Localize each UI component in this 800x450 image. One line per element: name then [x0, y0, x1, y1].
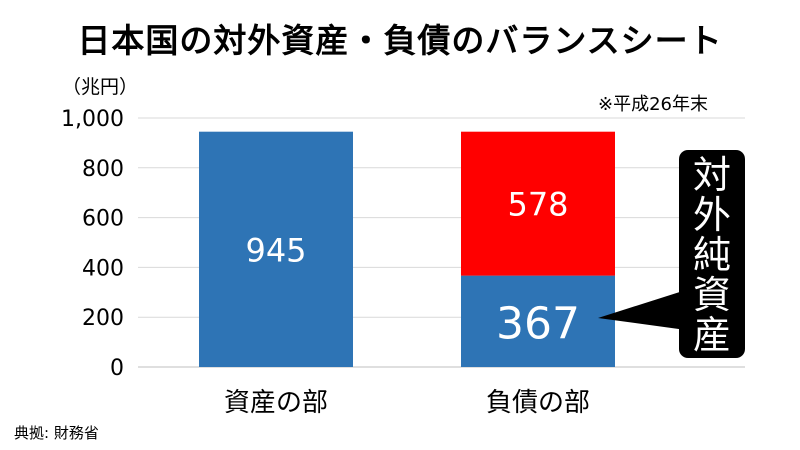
callout-char: 産: [693, 313, 731, 357]
callout-pointer: [598, 290, 686, 330]
callout-char: 純: [693, 233, 731, 277]
bar-data-label: 367: [496, 298, 580, 349]
bar-data-label: 578: [507, 186, 568, 224]
y-tick-label: 1,000: [61, 107, 124, 132]
callout-char: 対: [693, 153, 731, 197]
y-tick-label: 800: [82, 157, 124, 182]
callout-char: 外: [693, 193, 731, 237]
callout-box: [679, 150, 745, 358]
bar-segment: [461, 275, 615, 367]
y-tick-label: 200: [82, 306, 124, 331]
date-note: ※平成26年末: [598, 94, 708, 115]
y-tick-label: 600: [82, 207, 124, 232]
y-tick-label: 400: [82, 256, 124, 281]
y-axis-unit-label: （兆円）: [62, 76, 139, 98]
bar-data-label: 945: [245, 231, 306, 269]
y-tick-label: 0: [110, 356, 124, 381]
source-credit: 典拠: 財務省: [14, 424, 99, 442]
callout-char: 資: [693, 273, 731, 317]
bar-segment: [461, 131, 615, 276]
x-category-label: 資産の部: [224, 388, 328, 418]
x-category-label: 負債の部: [486, 388, 590, 418]
chart-title: 日本国の対外資産・負債のバランスシート: [77, 21, 723, 60]
bar-segment: [199, 131, 353, 367]
